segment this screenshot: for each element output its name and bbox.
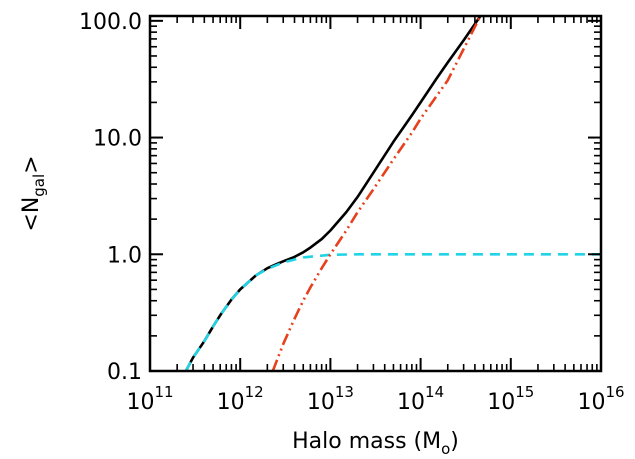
x-tick-label-base: 10 [487,390,515,415]
x-tick-label-base: 10 [577,390,605,415]
x-tick-label-base: 10 [397,390,425,415]
x-tick-label-exponent: 14 [425,383,444,401]
x-tick-label: 1015 [487,383,534,415]
y-tick-label: 10.0 [93,127,142,152]
x-tick-label-exponent: 11 [154,383,173,401]
x-tick-label: 1016 [577,383,624,415]
y-axis-title-sub: gal [30,174,48,197]
x-tick-label-base: 10 [307,390,335,415]
series-central-line [184,253,601,371]
x-tick-label-exponent: 15 [515,383,534,401]
x-tick-labels: 1011 1012 1013 1014 1015 1016 [126,383,624,415]
x-tick-label-exponent: 12 [245,383,264,401]
x-axis-title-close: ) [450,429,459,454]
x-tick-label: 1011 [126,383,173,415]
y-tick-labels: 0.1 1.0 10.0 100.0 [79,10,142,385]
y-axis-title-main: <N [19,197,44,232]
x-tick-label-exponent: 13 [335,383,354,401]
x-tick-label: 1012 [217,383,264,415]
x-axis-title: Halo mass (Mo) [292,429,459,458]
x-tick-label-base: 10 [126,390,154,415]
y-tick-label: 100.0 [79,10,142,35]
y-axis-title: <Ngal> [19,155,48,231]
x-axis-title-sub: o [441,440,450,458]
series-satellite-line [271,16,482,371]
x-tick-label-base: 10 [217,390,245,415]
x-tick-label-exponent: 16 [605,383,624,401]
x-tick-label: 1014 [397,383,444,415]
x-axis-title-main: Halo mass (M [292,429,441,454]
y-tick-label: 1.0 [107,243,142,268]
plot-frame [148,14,603,373]
series-layer [184,16,601,371]
x-tick-label: 1013 [307,383,354,415]
y-tick-label: 0.1 [107,360,142,385]
y-axis-title-close: > [19,155,44,173]
